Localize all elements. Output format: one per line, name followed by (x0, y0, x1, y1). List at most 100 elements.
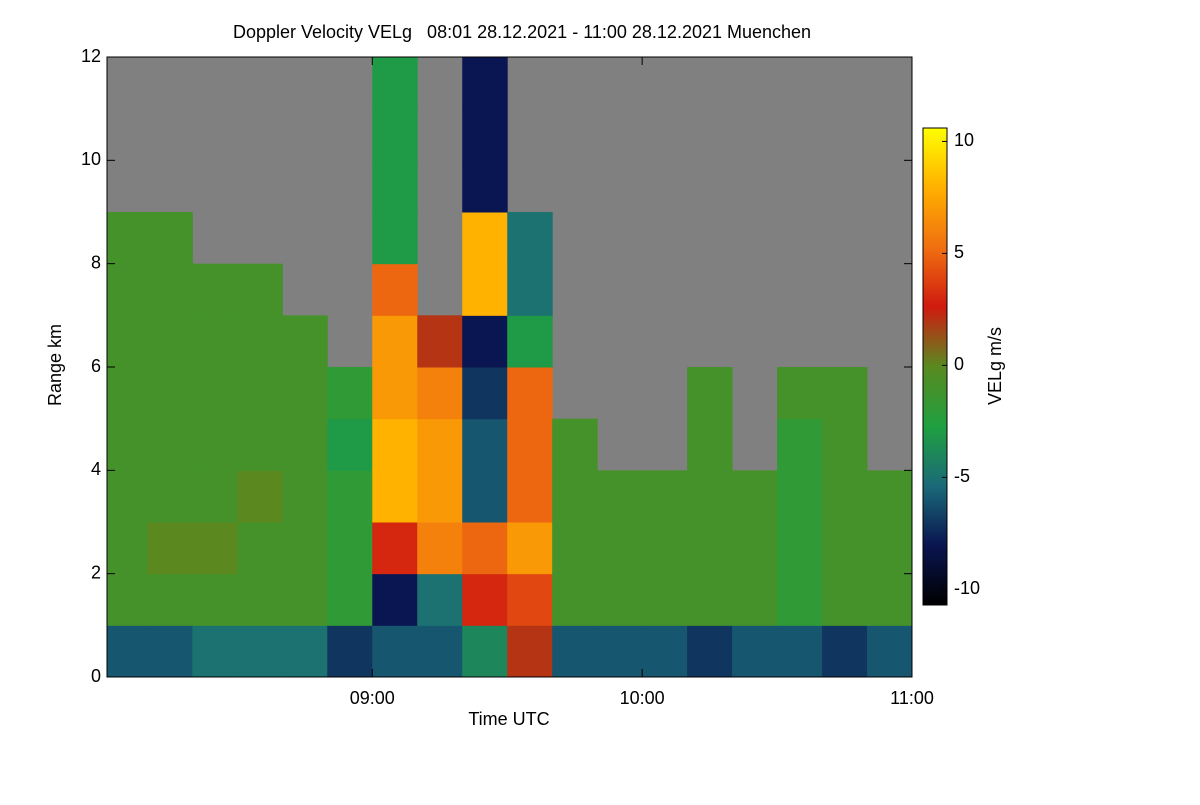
heatmap-cell (192, 315, 238, 368)
heatmap-cell (107, 212, 148, 265)
heatmap-cell (642, 573, 688, 626)
heatmap-cell (777, 367, 823, 420)
heatmap-cell (597, 470, 643, 523)
heatmap-cell (237, 573, 283, 626)
heatmap-cell (822, 367, 868, 420)
heatmap-cell (107, 263, 148, 316)
heatmap-cell (642, 522, 688, 575)
heatmap-cell (237, 522, 283, 575)
heatmap-cell (732, 522, 778, 575)
heatmap-cell (372, 315, 418, 368)
heatmap-cell (107, 367, 148, 420)
heatmap-cell (107, 418, 148, 471)
heatmap-cell (237, 625, 283, 678)
heatmap-cell (507, 522, 553, 575)
heatmap-cell (282, 522, 328, 575)
heatmap-cell (822, 470, 868, 523)
heatmap-cell (777, 625, 823, 678)
heatmap-cell (507, 367, 553, 420)
heatmap-cell (147, 573, 193, 626)
heatmap-cell (372, 573, 418, 626)
colorbar-tick-label: 0 (954, 354, 964, 374)
heatmap-cell (552, 470, 598, 523)
heatmap-cell (327, 522, 373, 575)
heatmap-cell (147, 470, 193, 523)
heatmap-cell (417, 573, 463, 626)
chart-title: Doppler Velocity VELg 08:01 28.12.2021 -… (233, 22, 811, 42)
heatmap-cell (777, 418, 823, 471)
heatmap-cell (462, 160, 508, 213)
heatmap-cell (822, 573, 868, 626)
heatmap-cell (552, 418, 598, 471)
x-tick-label: 10:00 (620, 688, 665, 708)
colorbar-tick-label: -10 (954, 578, 980, 598)
heatmap-cell (327, 418, 373, 471)
heatmap-cell (372, 57, 418, 110)
heatmap-cell (507, 315, 553, 368)
heatmap-cell (597, 573, 643, 626)
heatmap-cell (147, 625, 193, 678)
colorbar-tick-label: 10 (954, 130, 974, 150)
heatmap-cell (552, 573, 598, 626)
heatmap-cell (732, 470, 778, 523)
heatmap-cell (192, 573, 238, 626)
heatmap-cell (642, 470, 688, 523)
colorbar-tick-label: 5 (954, 242, 964, 262)
heatmap-cell (282, 418, 328, 471)
heatmap-cell (372, 108, 418, 161)
heatmap-cell (372, 418, 418, 471)
heatmap-cell (462, 108, 508, 161)
heatmap-cell (372, 470, 418, 523)
heatmap-cell (147, 212, 193, 265)
heatmap-cell (687, 573, 733, 626)
y-tick-label: 8 (91, 252, 101, 272)
heatmap-cell (192, 418, 238, 471)
heatmap-cell (192, 522, 238, 575)
y-tick-label: 10 (81, 149, 101, 169)
x-tick-label: 09:00 (350, 688, 395, 708)
heatmap-cell (462, 418, 508, 471)
heatmap-cell (372, 160, 418, 213)
heatmap-cell (417, 418, 463, 471)
heatmap-cell (107, 315, 148, 368)
heatmap-cell (777, 522, 823, 575)
y-tick-label: 0 (91, 666, 101, 686)
heatmap-cell (417, 470, 463, 523)
colorbar-tick-label: -5 (954, 466, 970, 486)
heatmap-cell (462, 470, 508, 523)
heatmap-cell (507, 573, 553, 626)
heatmap-cell (687, 367, 733, 420)
heatmap-cell (462, 263, 508, 316)
heatmap-cell (107, 470, 148, 523)
heatmap-cell (417, 625, 463, 678)
heatmap-cell (462, 522, 508, 575)
heatmap-cell (687, 522, 733, 575)
heatmap-cell (777, 573, 823, 626)
heatmap-cell (327, 625, 373, 678)
x-tick-label: 11:00 (890, 688, 934, 708)
heatmap-cell (282, 573, 328, 626)
heatmap-cell (687, 625, 733, 678)
heatmap-cell (237, 470, 283, 523)
y-axis-label: Range km (45, 324, 65, 406)
heatmap-cell (642, 625, 688, 678)
heatmap-cell (867, 522, 913, 575)
heatmap-cell (507, 470, 553, 523)
heatmap-cell (192, 470, 238, 523)
heatmap-cell (192, 263, 238, 316)
heatmap-cell (687, 418, 733, 471)
heatmap-cell (327, 367, 373, 420)
heatmap-cell (867, 470, 913, 523)
heatmap-cell (237, 315, 283, 368)
y-tick-label: 6 (91, 356, 101, 376)
heatmap-cell (417, 522, 463, 575)
heatmap-cell (282, 367, 328, 420)
heatmap-cell (147, 522, 193, 575)
heatmap-cell (597, 625, 643, 678)
heatmap-cell (732, 573, 778, 626)
heatmap-cell (192, 625, 238, 678)
heatmap-cell (687, 470, 733, 523)
heatmap-cell (597, 522, 643, 575)
heatmap-cell (462, 212, 508, 265)
x-axis-label: Time UTC (468, 709, 549, 729)
